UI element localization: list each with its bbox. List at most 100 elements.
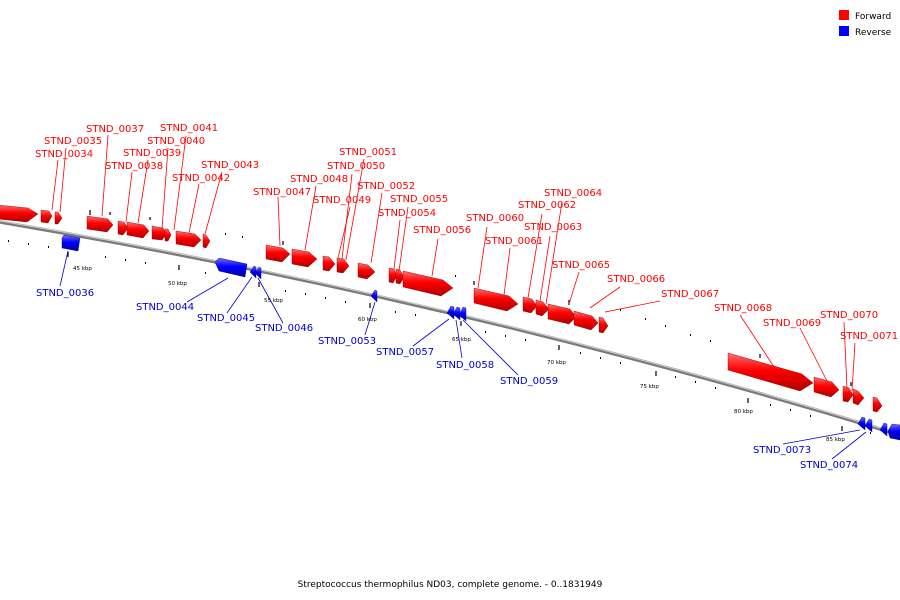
gene-label[interactable]: STND_0049	[313, 195, 371, 206]
gene-arrow-reverse[interactable]	[61, 234, 81, 252]
gene-label[interactable]: STND_0056	[413, 225, 471, 236]
gene-arrow-forward[interactable]	[54, 211, 63, 225]
gene-label[interactable]: STND_0036	[36, 288, 94, 299]
tick-label-55kbp: 55 kbp	[264, 298, 283, 304]
gene-label[interactable]: STND_0047	[253, 187, 311, 198]
gene-label[interactable]: STND_0051	[339, 147, 397, 158]
gene-label[interactable]: STND_0055	[390, 194, 448, 205]
gene-label[interactable]: STND_0062	[518, 200, 576, 211]
gene-label[interactable]: STND_0063	[524, 222, 582, 233]
forward-legend-label: Forward	[855, 12, 891, 22]
gene-arrow-reverse[interactable]	[452, 306, 461, 321]
gene-label[interactable]: STND_0053	[318, 336, 376, 347]
gene-arrow-forward[interactable]	[164, 228, 172, 242]
gene-label[interactable]: STND_0068	[714, 303, 772, 314]
gene-label[interactable]: STND_0059	[500, 376, 558, 387]
scale-minor-ticks	[8, 233, 871, 434]
gene-arrow-reverse[interactable]	[887, 423, 900, 441]
gene-label[interactable]: STND_0073	[753, 445, 811, 456]
gene-label[interactable]: STND_0060	[466, 213, 524, 224]
gene-arrow-forward[interactable]	[126, 221, 150, 239]
gene-arrow-forward[interactable]	[547, 303, 577, 325]
gene-arrow-forward[interactable]	[842, 385, 854, 403]
gene-arrow-forward[interactable]	[117, 220, 129, 236]
gene-arrow-forward[interactable]	[0, 204, 39, 223]
gene-arrow-forward[interactable]	[265, 244, 291, 263]
gene-label[interactable]: STND_0043	[201, 160, 259, 171]
tick-labels: 45 kbp 50 kbp 55 kbp 60 kbp 65 kbp 70 kb…	[73, 266, 845, 443]
gene-arrow-forward[interactable]	[522, 296, 538, 314]
tick-label-50kbp: 50 kbp	[168, 281, 187, 287]
gene-arrow-reverse[interactable]	[249, 265, 257, 279]
gene-arrow-forward[interactable]	[402, 270, 454, 297]
gene-arrow-forward[interactable]	[388, 267, 398, 284]
gene-arrow-reverse[interactable]	[857, 416, 866, 431]
gene-label[interactable]: STND_0035	[44, 136, 102, 147]
gene-label[interactable]: STND_0039	[123, 148, 181, 159]
legend: Forward Reverse	[839, 10, 892, 38]
gene-arrow-reverse[interactable]	[864, 418, 873, 433]
gene-label[interactable]: STND_0037	[86, 124, 144, 135]
forward-legend-swatch	[839, 10, 849, 20]
gene-arrow-forward[interactable]	[291, 248, 318, 268]
gene-label[interactable]: STND_0054	[378, 208, 436, 219]
gene-label[interactable]: STND_0048	[290, 174, 348, 185]
gene-label[interactable]: STND_0064	[544, 188, 602, 199]
gene-label[interactable]: STND_0050	[327, 161, 385, 172]
gene-label[interactable]: STND_0058	[436, 360, 494, 371]
scale-ticks	[67, 210, 852, 431]
gene-arrow-forward[interactable]	[727, 352, 814, 392]
reverse-legend-label: Reverse	[855, 28, 892, 38]
gene-label[interactable]: STND_0042	[172, 173, 230, 184]
forward-genes	[0, 204, 883, 413]
gene-label[interactable]: STND_0057	[376, 347, 434, 358]
tick-label-75kbp: 75 kbp	[640, 384, 659, 390]
gene-arrow-forward[interactable]	[813, 376, 840, 398]
gene-arrow-reverse[interactable]	[458, 306, 467, 322]
gene-label[interactable]: STND_0045	[197, 313, 255, 324]
gene-arrow-forward[interactable]	[40, 209, 53, 224]
gene-label[interactable]: STND_0061	[485, 236, 543, 247]
gene-label[interactable]: STND_0034	[35, 149, 93, 160]
gene-label[interactable]: STND_0052	[357, 181, 415, 192]
gene-arrow-forward[interactable]	[573, 310, 599, 331]
reverse-gene-labels: STND_0036 STND_0044 STND_0045 STND_0046 …	[36, 288, 858, 471]
gene-arrow-forward[interactable]	[872, 396, 883, 413]
gene-arrow-forward[interactable]	[598, 316, 609, 334]
gene-label[interactable]: STND_0069	[763, 318, 821, 329]
forward-leader-lines	[51, 134, 856, 392]
tick-label-70kbp: 70 kbp	[547, 360, 566, 366]
gene-label[interactable]: STND_0046	[255, 323, 313, 334]
gene-arrow-reverse[interactable]	[214, 257, 248, 278]
gene-arrow-reverse[interactable]	[254, 266, 262, 280]
gene-label[interactable]: STND_0070	[820, 310, 878, 321]
gene-arrow-forward[interactable]	[86, 215, 114, 233]
gene-arrow-forward[interactable]	[202, 233, 211, 249]
forward-gene-labels: STND_0034 STND_0035 STND_0037 STND_0038 …	[35, 123, 898, 342]
gene-arrow-forward[interactable]	[535, 299, 550, 317]
gene-label[interactable]: STND_0040	[147, 136, 205, 147]
gene-arrow-forward[interactable]	[852, 388, 865, 406]
tick-label-45kbp: 45 kbp	[73, 266, 92, 272]
gene-arrow-reverse[interactable]	[879, 422, 888, 437]
gene-arrow-forward[interactable]	[322, 255, 336, 272]
gene-label[interactable]: STND_0044	[136, 302, 194, 313]
gene-arrow-forward[interactable]	[336, 257, 350, 274]
gene-label[interactable]: STND_0067	[661, 289, 719, 300]
gene-label[interactable]: STND_0074	[800, 460, 858, 471]
reverse-leader-lines	[59, 250, 867, 460]
tick-label-85kbp: 85 kbp	[826, 437, 845, 443]
gene-arrow-forward[interactable]	[357, 262, 376, 280]
tick-label-60kbp: 60 kbp	[358, 317, 377, 323]
gene-arrow-reverse[interactable]	[446, 305, 455, 320]
gene-label[interactable]: STND_0065	[552, 260, 610, 271]
gene-arrow-forward[interactable]	[151, 225, 168, 241]
tick-label-65kbp: 65 kbp	[452, 337, 471, 343]
gene-label[interactable]: STND_0066	[607, 274, 665, 285]
gene-label[interactable]: STND_0038	[105, 161, 163, 172]
gene-arrow-reverse[interactable]	[370, 289, 378, 303]
gene-arrow-forward[interactable]	[473, 287, 519, 312]
gene-arrow-forward[interactable]	[175, 230, 202, 248]
gene-label[interactable]: STND_0071	[840, 331, 898, 342]
gene-label[interactable]: STND_0041	[160, 123, 218, 134]
